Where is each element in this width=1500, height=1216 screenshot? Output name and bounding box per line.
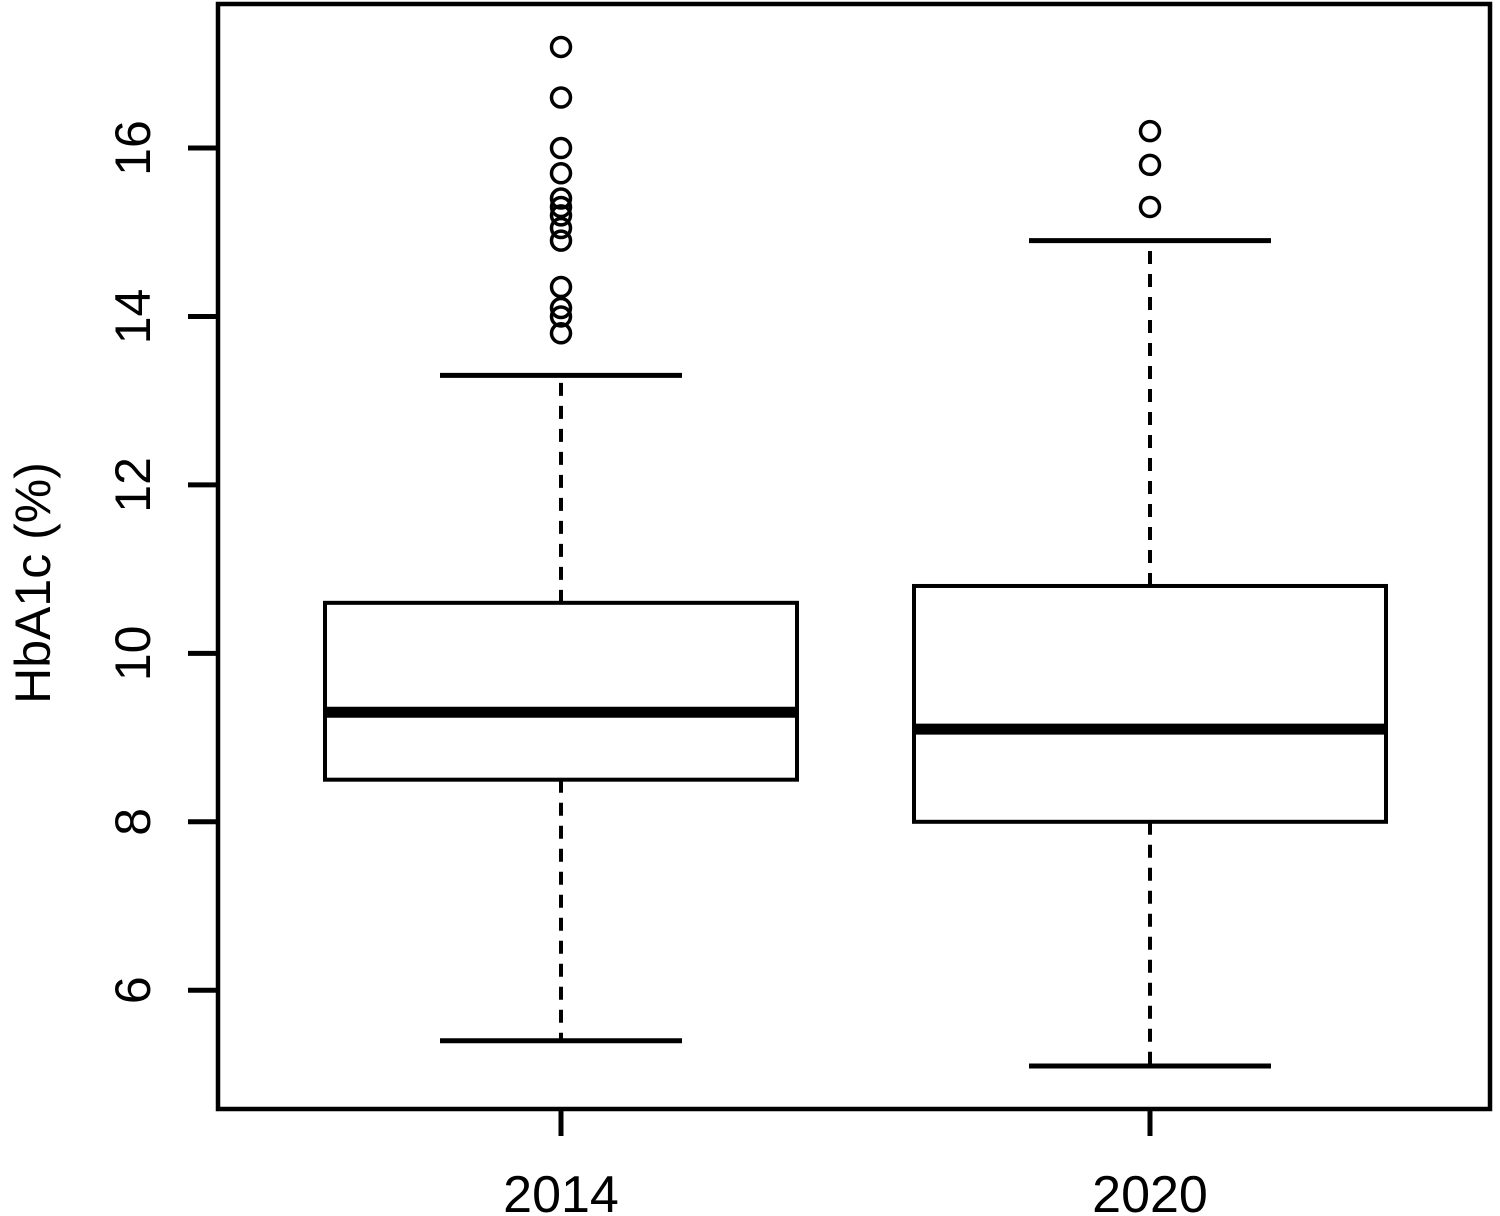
outlier-point bbox=[549, 86, 573, 109]
outlier-point bbox=[549, 296, 573, 320]
box-group-2014 bbox=[323, 35, 799, 1044]
plot-border bbox=[215, 1, 1493, 1112]
outlier-point bbox=[549, 216, 573, 240]
iqr-box bbox=[323, 600, 799, 782]
y-tick-label: 10 bbox=[105, 626, 161, 682]
x-tick-label: 2014 bbox=[503, 1166, 619, 1216]
iqr-box bbox=[912, 583, 1388, 824]
outlier-point bbox=[549, 162, 573, 185]
outlier-point bbox=[549, 136, 573, 160]
x-tick-label: 2020 bbox=[1092, 1166, 1208, 1216]
y-tick-label: 16 bbox=[105, 120, 161, 176]
y-tick-label: 12 bbox=[105, 457, 161, 513]
outlier-point bbox=[549, 229, 573, 252]
y-tick-label: 8 bbox=[105, 808, 161, 836]
outlier-point bbox=[1138, 153, 1162, 177]
outlier-point bbox=[1138, 119, 1162, 143]
outlier-point bbox=[1138, 195, 1162, 219]
outlier-point bbox=[549, 35, 573, 59]
y-axis-title: HbA1c (%) bbox=[5, 462, 61, 704]
outlier-point bbox=[549, 187, 573, 210]
y-tick-label: 14 bbox=[105, 289, 161, 345]
outlier-point bbox=[549, 322, 573, 345]
y-tick-label: 6 bbox=[105, 976, 161, 1004]
outlier-point bbox=[549, 195, 573, 219]
box-group-2020 bbox=[912, 119, 1388, 1069]
outlier-point bbox=[549, 275, 573, 299]
outlier-point bbox=[549, 204, 573, 227]
outlier-point bbox=[549, 305, 573, 328]
